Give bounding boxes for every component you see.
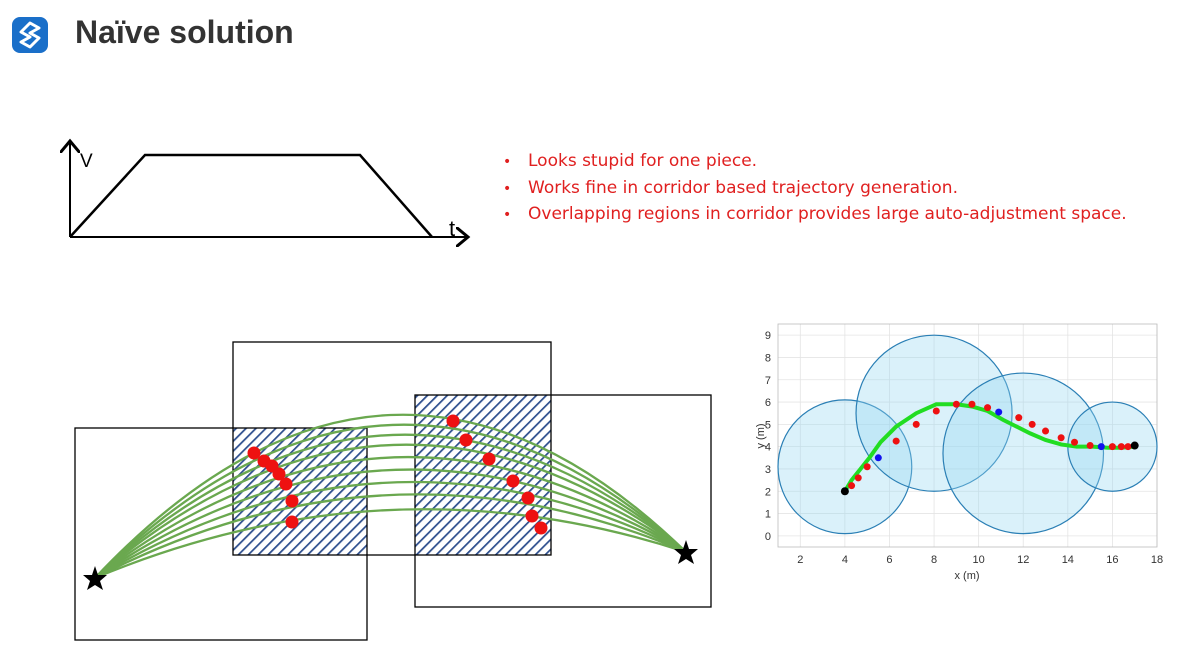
overlap-region-2	[415, 395, 551, 555]
x-tick-label: 10	[973, 554, 985, 566]
red-point	[1015, 414, 1023, 422]
red-point	[952, 400, 960, 408]
y-axis-label: y (m)	[755, 423, 767, 448]
red-point	[932, 407, 940, 415]
y-tick-label: 2	[765, 486, 771, 498]
candidate-trajectories	[94, 413, 687, 580]
goal-star-icon	[674, 540, 698, 564]
bullet-item: • Works fine in corridor based trajectory…	[503, 177, 958, 198]
corridor-box-1	[74, 427, 368, 641]
corridor-box-2	[232, 341, 552, 556]
blue-point	[1097, 443, 1105, 451]
y-tick-label: 7	[765, 375, 771, 387]
red-point	[984, 404, 992, 412]
x-tick-label: 12	[1017, 554, 1029, 566]
red-point	[912, 420, 920, 428]
y-tick-label: 5	[765, 419, 771, 431]
endpoint	[1130, 441, 1139, 450]
corridor-circle	[777, 399, 913, 535]
start-star-icon	[83, 566, 107, 590]
red-point	[1057, 434, 1065, 442]
red-point	[854, 474, 862, 482]
corridor-circle	[1067, 401, 1158, 492]
corridor-circle	[855, 334, 1013, 492]
red-point	[1042, 427, 1050, 435]
y-tick-label: 9	[765, 330, 771, 342]
bullet-list: • Looks stupid for one piece. • Works fine…	[503, 149, 1127, 229]
page-title: Naïve solution	[75, 14, 294, 50]
trapezoid-profile	[69, 153, 433, 238]
x-tick-label: 4	[842, 554, 848, 566]
y-tick-label: 4	[765, 442, 771, 454]
red-point	[848, 482, 856, 490]
logo	[12, 17, 48, 53]
red-point	[892, 437, 900, 445]
red-point	[1117, 443, 1125, 451]
overlap-region-1	[233, 428, 367, 555]
x-tick-label: 14	[1062, 554, 1074, 566]
trajectory-line	[843, 402, 1135, 493]
t-axis-label: t	[449, 216, 455, 241]
red-point	[1028, 420, 1036, 428]
y-tick-label: 0	[765, 531, 771, 543]
red-point	[968, 400, 976, 408]
red-point	[1071, 438, 1079, 446]
y-tick-label: 3	[765, 464, 771, 476]
red-point	[1086, 442, 1094, 450]
plot-frame	[777, 323, 1158, 548]
corridor-box-3	[414, 394, 712, 608]
waypoint-dots	[247, 414, 548, 535]
y-tick-label: 6	[765, 397, 771, 409]
bullet-item: • Overlapping regions in corridor provide…	[503, 204, 1127, 224]
endpoint	[840, 487, 849, 496]
y-tick-label: 8	[765, 352, 771, 364]
plot-grid	[778, 324, 1158, 547]
x-tick-label: 6	[886, 554, 892, 566]
x-axis-label: x (m)	[954, 570, 979, 582]
blue-point	[874, 454, 882, 462]
x-tick-label: 16	[1106, 554, 1118, 566]
s-logo-icon	[19, 21, 41, 49]
plot-points	[840, 400, 1139, 496]
bullet-item: • Looks stupid for one piece.	[503, 151, 758, 171]
x-tick-label: 8	[931, 554, 937, 566]
v-axis-label: V	[80, 151, 93, 172]
corridor-circle	[942, 372, 1105, 535]
red-point	[1108, 443, 1116, 451]
y-tick-label: 1	[765, 509, 771, 521]
red-point	[863, 463, 871, 471]
corridor-circles	[777, 334, 1158, 535]
x-tick-label: 18	[1151, 554, 1163, 566]
blue-point	[995, 408, 1003, 416]
x-tick-label: 2	[797, 554, 803, 566]
red-point	[1124, 443, 1132, 451]
